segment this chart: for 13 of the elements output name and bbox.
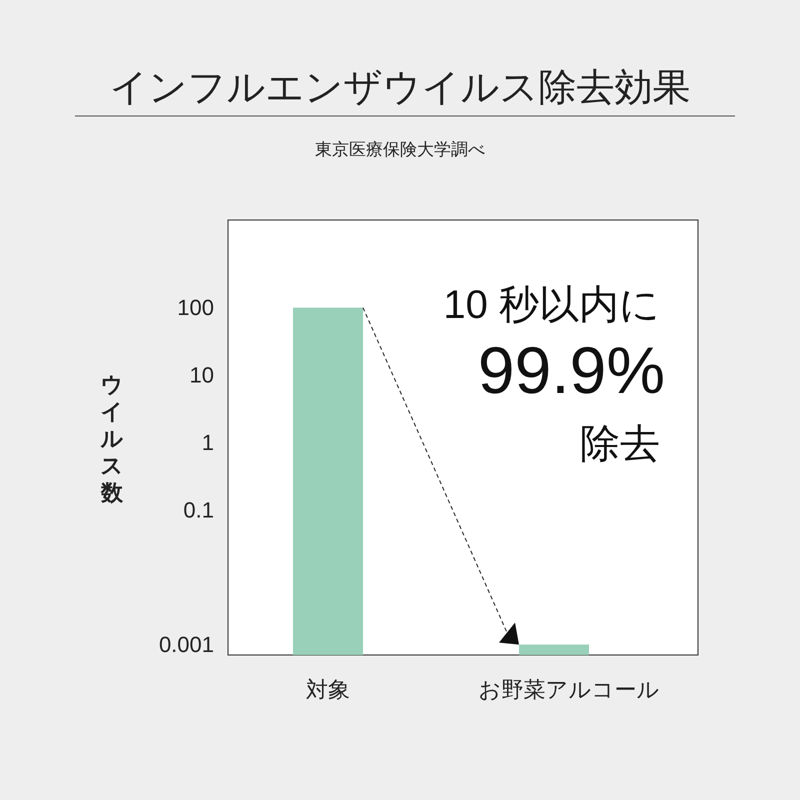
chart-title: インフルエンザウイルス除去効果	[110, 67, 690, 109]
y-tick-label: 10	[190, 362, 214, 388]
annotation: 除去	[580, 422, 660, 466]
x-tick-label: 対象	[306, 677, 350, 702]
y-tick-label: 1	[202, 430, 214, 455]
y-tick-label: 0.1	[183, 497, 214, 522]
y-tick-label: 100	[177, 295, 214, 320]
annotation: 99.9%	[478, 333, 665, 407]
x-tick-label: お野菜アルコール	[478, 677, 660, 702]
annotation: 10 秒以内に	[443, 283, 660, 327]
chart-subtitle: 東京医療保険大学調べ	[315, 140, 485, 159]
y-axis-title: ウイルス数	[100, 372, 124, 505]
y-tick-label: 0.001	[158, 632, 214, 658]
